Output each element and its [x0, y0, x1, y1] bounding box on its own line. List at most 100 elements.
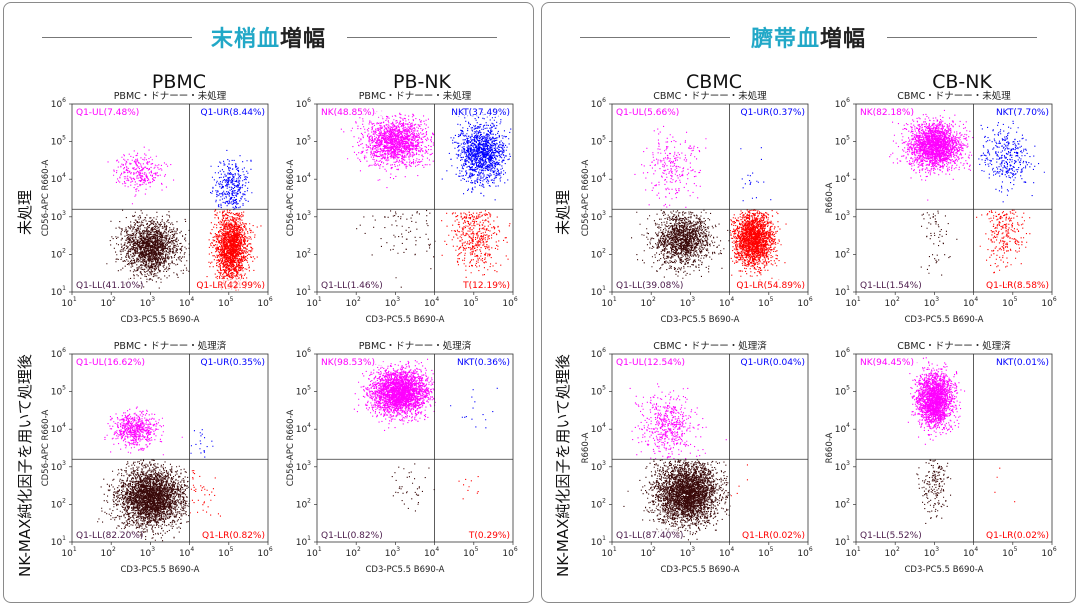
y-axis-label: CD56-APC R660-A	[581, 160, 591, 237]
quadrant-label-lr: Q1-LR(8.58%)	[986, 281, 1049, 291]
y-tick-label: 101	[591, 285, 606, 298]
scatter-points-ul	[907, 357, 966, 445]
y-tick-label: 106	[591, 347, 606, 360]
quadrant-label-bg	[319, 279, 383, 290]
point-cluster-ll	[356, 210, 436, 288]
plot-frame	[611, 103, 809, 293]
quadrant-label-ul: Q1-UL(5.66%)	[616, 108, 679, 118]
x-axis-label: CD3-PC5.5 B690-A	[905, 565, 984, 575]
point-cluster-lr	[189, 470, 221, 517]
x-tick-label: 105	[218, 546, 233, 559]
x-tick-label: 103	[385, 296, 400, 309]
plot-title: CBMC・ドナーー・未処理	[897, 90, 1011, 102]
y-tick-label: 103	[591, 210, 606, 223]
quadrant-label-bg	[987, 279, 1051, 290]
y-tick-label: 104	[51, 422, 66, 435]
x-tick-label: 105	[218, 296, 233, 309]
point-cluster-ll	[631, 209, 731, 282]
panel-header: 臍帯血増幅	[542, 21, 1075, 55]
point-cluster-ul	[889, 109, 974, 201]
x-axis-label: CD3-PC5.5 B690-A	[121, 315, 200, 325]
quadrant-label-ll: Q1-LL(39.08%)	[616, 281, 683, 291]
plot-frame	[855, 353, 1053, 543]
plot-title: PBMC・ドナーー・未処理	[359, 90, 472, 102]
panel-title-suffix: 増幅	[280, 27, 327, 52]
quadrant-label-bg	[614, 279, 678, 290]
panel-header: 末梢血増幅	[4, 21, 533, 55]
x-tick-label: 103	[680, 296, 695, 309]
y-axis-label: R660-A	[581, 432, 591, 463]
quadrant-label-bg	[319, 529, 383, 540]
quadrant-label-bg	[987, 106, 1051, 117]
column-header-cbmc: CBMC	[686, 71, 742, 93]
quadrant-label-ul: NK(94.45%)	[860, 358, 914, 368]
quadrant-label-bg	[203, 356, 267, 367]
quadrant-label-ul: NK(82.18%)	[860, 108, 914, 118]
y-tick-label: 105	[296, 135, 311, 148]
y-tick-label: 103	[296, 460, 311, 473]
y-tick-label: 102	[591, 247, 606, 260]
x-axis-label: CD3-PC5.5 B690-A	[905, 315, 984, 325]
row-label-untreated: 未処理	[16, 189, 34, 235]
scatter-points-ur	[740, 147, 772, 202]
y-tick-label: 105	[51, 385, 66, 398]
y-tick-label: 103	[835, 460, 850, 473]
y-tick-label: 104	[835, 172, 850, 185]
point-cluster-ul	[353, 358, 436, 431]
y-tick-label: 104	[591, 172, 606, 185]
scatter-points-ll	[623, 459, 731, 541]
x-tick-label: 102	[101, 546, 116, 559]
y-axis-label: CD56-APC R660-A	[41, 410, 51, 487]
quadrant-label-bg	[448, 356, 512, 367]
quadrant-label-ur: NKT(0.01%)	[996, 358, 1049, 368]
point-cluster-ll	[920, 210, 958, 276]
point-cluster-lr	[730, 464, 748, 497]
point-cluster-ur	[190, 429, 214, 458]
x-tick-label: 103	[140, 546, 155, 559]
plot-title: CBMC・ドナーー・未処理	[653, 90, 767, 102]
y-tick-label: 104	[51, 172, 66, 185]
quadrant-label-ul: Q1-UL(7.48%)	[76, 108, 139, 118]
quadrant-label-bg	[74, 529, 138, 540]
x-tick-label: 104	[424, 296, 439, 309]
scatter-points-lr	[441, 210, 511, 278]
scatter-points-lr	[994, 467, 1016, 503]
quadrant-label-ll: Q1-LL(1.46%)	[321, 281, 383, 291]
quadrant-label-ur: NKT(7.70%)	[996, 108, 1049, 118]
header-rule-left	[42, 37, 192, 38]
point-cluster-lr	[458, 476, 479, 500]
x-tick-label: 101	[61, 546, 76, 559]
flow-plot-pbnk-untreated: PBMC・ドナーー・未処理 CD56-APC R660-A CD3-PC5.5 B6…	[283, 90, 523, 330]
plot-title: PBMC・ドナーー・未処理	[114, 90, 227, 102]
point-cluster-ll	[106, 209, 190, 289]
y-tick-label: 101	[296, 285, 311, 298]
y-tick-label: 106	[51, 347, 66, 360]
x-tick-label: 106	[797, 546, 812, 559]
x-tick-label: 102	[641, 546, 656, 559]
y-tick-label: 106	[591, 97, 606, 110]
flow-plot-pbmc-untreated: PBMC・ドナーー・未処理 CD56-APC R660-A CD3-PC5.5 B6…	[38, 90, 278, 330]
quadrant-label-bg	[319, 356, 383, 367]
x-axis-label: CD3-PC5.5 B690-A	[661, 565, 740, 575]
y-tick-label: 101	[51, 535, 66, 548]
scatter-points-ll	[106, 209, 190, 289]
point-cluster-ur	[978, 120, 1045, 203]
scatter-points-lr	[458, 476, 479, 500]
plot-title: PBMC・ドナーー・処理済	[114, 340, 227, 352]
y-axis-label: CD56-APC R660-A	[41, 160, 51, 237]
scatter-points-ll	[916, 459, 952, 524]
quadrant-label-ll: Q1-LL(0.82%)	[321, 531, 383, 541]
x-tick-label: 101	[845, 546, 860, 559]
column-header-cb-nk: CB-NK	[932, 71, 992, 93]
quadrant-label-ur: NKT(0.36%)	[457, 358, 510, 368]
quadrant-label-bg	[858, 356, 922, 367]
quadrant-label-lr: T(0.29%)	[468, 531, 510, 541]
quadrant-label-bg	[858, 279, 922, 290]
y-tick-label: 101	[296, 535, 311, 548]
y-tick-label: 106	[835, 347, 850, 360]
y-tick-label: 101	[591, 535, 606, 548]
quadrant-label-ll: Q1-LL(82.20%)	[76, 531, 143, 541]
y-tick-label: 103	[591, 460, 606, 473]
scatter-points-ul	[104, 406, 183, 456]
